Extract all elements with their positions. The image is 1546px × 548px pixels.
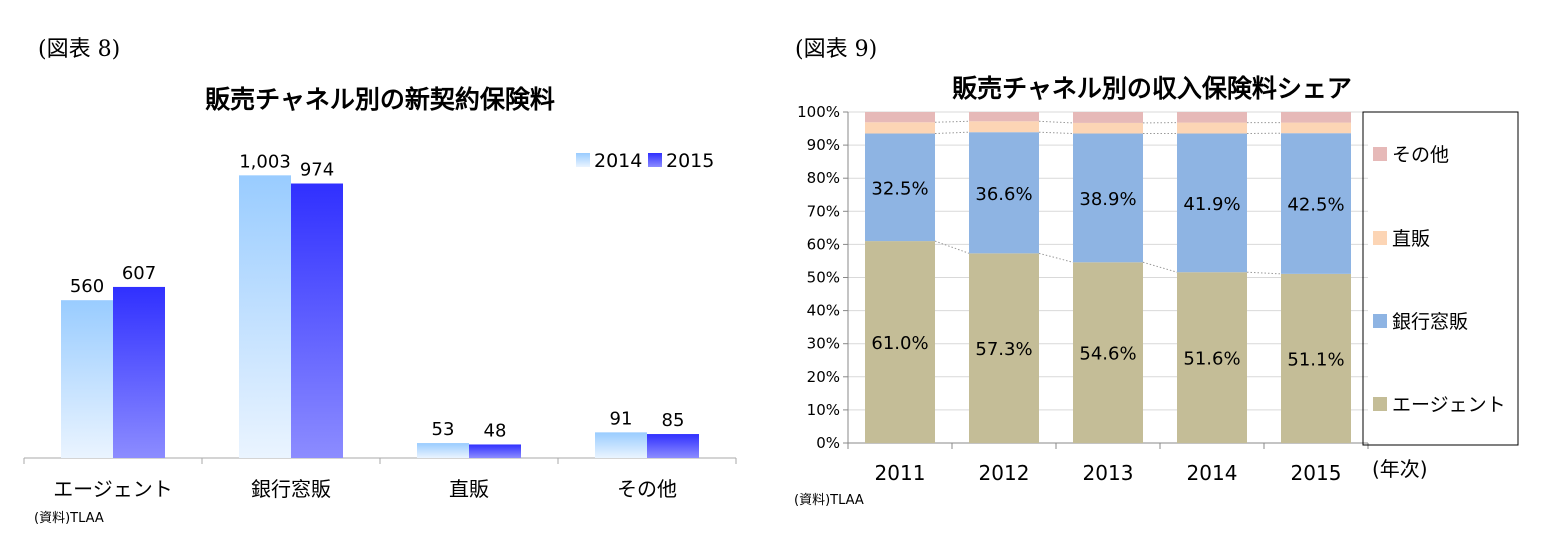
legend-swatch-直販 xyxy=(1373,231,1387,245)
legend-label: その他 xyxy=(1392,144,1449,166)
right-category-label: 2012 xyxy=(979,461,1030,485)
stack-segment-銀行窓販 xyxy=(1073,133,1143,263)
stack-segment-エージェント xyxy=(1177,272,1247,443)
bar-2015 xyxy=(469,444,521,458)
bar-value-label: 560 xyxy=(70,276,104,297)
right-y-tick-label: 60% xyxy=(807,235,840,253)
stack-segment-直販 xyxy=(969,121,1039,133)
left-category-label: 銀行窓販 xyxy=(251,477,331,501)
right-y-tick-label: 80% xyxy=(807,169,840,187)
stack-segment-その他 xyxy=(1281,112,1351,123)
right-y-tick-label: 0% xyxy=(816,434,840,452)
left-category-label: 直販 xyxy=(449,477,489,501)
right-category-label: 2011 xyxy=(875,461,926,485)
legend-swatch-エージェント xyxy=(1373,397,1387,411)
series-connector-line xyxy=(1038,120,1074,124)
right-y-tick-label: 10% xyxy=(807,401,840,419)
stack-segment-銀行窓販 xyxy=(865,133,935,242)
stack-segment-その他 xyxy=(1073,112,1143,123)
segment-value-label: 41.9% xyxy=(1183,194,1240,215)
bar-value-label: 91 xyxy=(610,408,633,429)
right-y-tick-label: 70% xyxy=(807,202,840,220)
bar-value-label: 1,003 xyxy=(239,151,291,172)
right-x-axis-suffix: (年次) xyxy=(1372,457,1428,481)
stack-segment-直販 xyxy=(1281,122,1351,134)
right-category-label: 2013 xyxy=(1083,461,1134,485)
stack-segment-直販 xyxy=(1073,122,1143,134)
series-connector-line xyxy=(1038,131,1074,135)
right-y-tick-label: 90% xyxy=(807,136,840,154)
series-connector-line xyxy=(934,120,970,123)
stack-segment-その他 xyxy=(1177,112,1247,123)
bar-2014 xyxy=(595,432,647,458)
segment-value-label: 61.0% xyxy=(871,333,928,354)
bar-2014 xyxy=(239,175,291,458)
right-y-tick-label: 40% xyxy=(807,302,840,320)
left-figure-label: (図表 8) xyxy=(38,37,120,62)
stack-segment-エージェント xyxy=(1073,262,1143,443)
stack-segment-その他 xyxy=(865,112,935,123)
segment-value-label: 32.5% xyxy=(871,178,928,199)
right-figure-label: (図表 9) xyxy=(795,37,877,62)
right-category-label: 2014 xyxy=(1187,461,1238,485)
legend-label: 直販 xyxy=(1392,228,1430,250)
stack-segment-エージェント xyxy=(865,241,935,443)
right-y-tick-label: 30% xyxy=(807,335,840,353)
stack-segment-エージェント xyxy=(969,253,1039,443)
stack-segment-その他 xyxy=(969,112,1039,122)
right-y-tick-label: 50% xyxy=(807,269,840,287)
legend-swatch-2015 xyxy=(648,153,662,167)
right-stacked-chart: 0% 10% 20% 30% 40% 50% 60% 70% 80% 90% 100% 61.0% 32… xyxy=(797,103,1519,485)
right-legend-box xyxy=(1362,111,1519,446)
right-y-tick-label: 100% xyxy=(797,103,840,121)
stack-segment-銀行窓販 xyxy=(1281,133,1351,274)
legend-label: 銀行窓販 xyxy=(1392,311,1468,333)
right-category-label: 2015 xyxy=(1291,461,1342,485)
stack-segment-直販 xyxy=(1177,122,1247,134)
series-connector-line xyxy=(1038,252,1074,263)
segment-value-label: 57.3% xyxy=(975,339,1032,360)
bar-2015 xyxy=(291,183,343,458)
bar-2015 xyxy=(647,434,699,458)
stack-segment-直販 xyxy=(865,122,935,134)
bar-value-label: 607 xyxy=(122,263,156,284)
series-connector-line xyxy=(1246,271,1282,275)
bar-value-label: 48 xyxy=(484,420,507,441)
series-connector-line xyxy=(1142,261,1178,273)
segment-value-label: 42.5% xyxy=(1287,195,1344,216)
series-connector-line xyxy=(934,131,970,135)
stack-segment-エージェント xyxy=(1281,273,1351,443)
series-connector-line xyxy=(934,240,970,254)
left-source-note: (資料)TLAA xyxy=(34,511,104,526)
legend-swatch-2014 xyxy=(576,153,590,167)
left-chart-title: 販売チャネル別の新契約保険料 xyxy=(205,85,555,114)
stack-segment-銀行窓販 xyxy=(1177,133,1247,273)
legend-label-2014: 2014 xyxy=(594,150,642,172)
right-source-note: (資料)TLAA xyxy=(794,493,864,508)
bar-value-label: 974 xyxy=(300,160,334,181)
bar-value-label: 53 xyxy=(432,419,455,440)
right-y-tick-label: 20% xyxy=(807,368,840,386)
bar-2014 xyxy=(61,300,113,458)
legend-label: エージェント xyxy=(1392,394,1506,416)
bar-2014 xyxy=(417,443,469,458)
stack-segment-銀行窓販 xyxy=(969,132,1039,254)
segment-value-label: 54.6% xyxy=(1079,344,1136,365)
bar-value-label: 85 xyxy=(662,410,685,431)
segment-value-label: 51.1% xyxy=(1287,349,1344,370)
left-bar-chart: 560 607 エージェント 1,003 974 銀行窓販 53 48 直販 91 85 その他 201… xyxy=(23,150,737,501)
right-chart-title: 販売チャネル別の収入保険料シェア xyxy=(952,74,1352,103)
legend-label-2015: 2015 xyxy=(666,150,714,172)
segment-value-label: 38.9% xyxy=(1079,189,1136,210)
left-category-label: エージェント xyxy=(53,477,173,501)
segment-value-label: 51.6% xyxy=(1183,349,1240,370)
legend-swatch-銀行窓販 xyxy=(1373,314,1387,328)
left-category-label: その他 xyxy=(617,477,677,501)
bar-2015 xyxy=(113,286,165,458)
legend-swatch-その他 xyxy=(1373,147,1387,161)
segment-value-label: 36.6% xyxy=(975,184,1032,205)
